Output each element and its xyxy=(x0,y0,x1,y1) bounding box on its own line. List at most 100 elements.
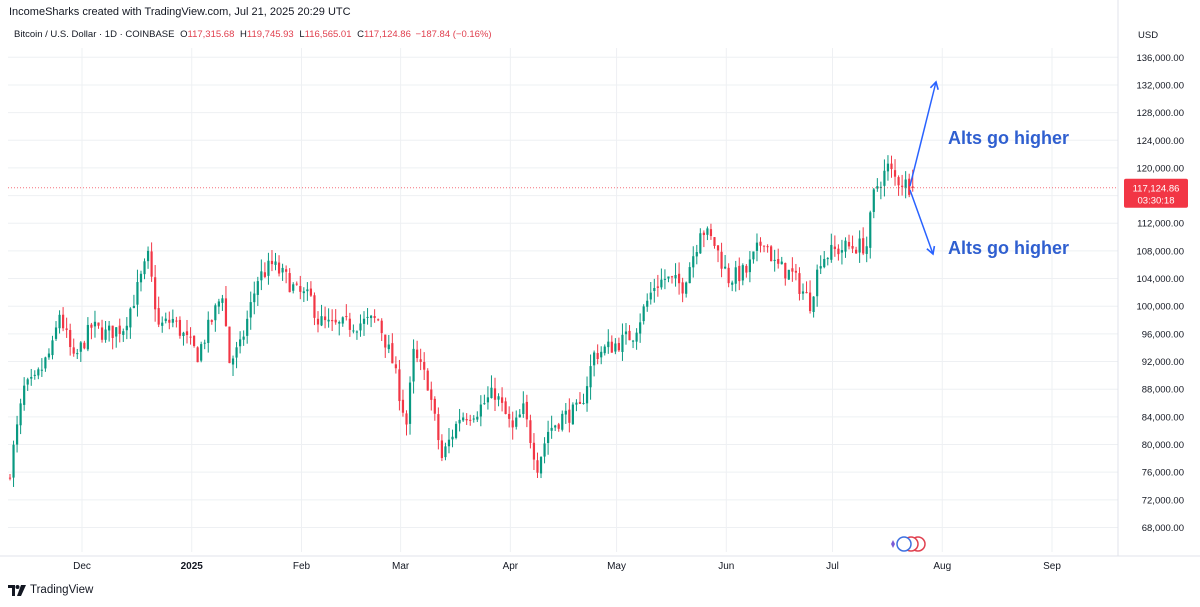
candle-body xyxy=(433,398,436,414)
countdown-label: 03:30:18 xyxy=(1138,195,1175,206)
candle-body xyxy=(90,324,93,328)
candle-body xyxy=(19,403,22,426)
annotations[interactable]: Alts go higher Alts go higher xyxy=(909,80,1069,258)
close-label: C xyxy=(357,29,365,40)
candle-body xyxy=(292,284,295,291)
candle-body xyxy=(295,283,298,285)
candle-body xyxy=(833,246,836,250)
candle-body xyxy=(224,298,228,326)
candle-body xyxy=(805,291,808,294)
candle-body xyxy=(469,419,472,421)
candle-body xyxy=(738,265,741,282)
candle-body xyxy=(72,347,75,354)
candle-body xyxy=(582,403,585,405)
candle-body xyxy=(596,353,599,360)
upper-annotation-text[interactable]: Alts go higher xyxy=(948,128,1069,148)
candle-body xyxy=(539,457,543,474)
candle-body xyxy=(228,326,231,364)
candle-body xyxy=(274,261,277,265)
candle-body xyxy=(214,305,217,321)
candle-body xyxy=(893,170,897,177)
candle-body xyxy=(454,423,458,438)
candle-body xyxy=(869,212,872,248)
candle-body xyxy=(338,322,341,324)
candle-body xyxy=(621,334,624,352)
candle-body xyxy=(217,301,220,307)
arrow-up-line[interactable] xyxy=(909,80,939,187)
candle-body xyxy=(51,340,54,356)
candle-body xyxy=(837,248,840,255)
candle-body xyxy=(770,246,773,262)
candle-body xyxy=(394,364,397,369)
candle-body xyxy=(674,275,677,279)
candle-body xyxy=(171,318,174,323)
candle-body xyxy=(823,258,826,268)
candle-body xyxy=(847,241,851,247)
price-tick-label: 100,000.00 xyxy=(1136,302,1184,313)
candle-body xyxy=(323,316,327,321)
candle-body xyxy=(143,261,146,275)
tradingview-brand: TradingView xyxy=(30,584,94,596)
candle-body xyxy=(203,342,206,344)
candle-body xyxy=(437,414,440,441)
candle-body xyxy=(47,353,51,358)
symbol-name[interactable]: Bitcoin / U.S. Dollar · 1D · COINBASE xyxy=(14,29,175,40)
candles xyxy=(8,155,914,487)
candle-body xyxy=(108,325,111,331)
candle-body xyxy=(65,328,68,331)
candle-body xyxy=(830,244,833,260)
candle-body xyxy=(766,246,769,248)
candle-body xyxy=(543,443,546,457)
last-price-badge[interactable] xyxy=(1124,178,1188,208)
candle-body xyxy=(639,322,642,334)
price-axis[interactable]: 68,000.00 72,000.00 76,000.00 80,000.00 84,0… xyxy=(1136,53,1184,534)
candle-body xyxy=(607,341,610,348)
event-flag-icon[interactable] xyxy=(896,536,912,552)
candle-body xyxy=(210,320,213,322)
symbol-legend: Bitcoin / U.S. Dollar · 1D · COINBASE O1… xyxy=(14,29,494,40)
candle-body xyxy=(508,413,511,419)
event-sparkle-icon[interactable] xyxy=(891,540,895,548)
candle-body xyxy=(685,282,688,294)
lower-annotation-text[interactable]: Alts go higher xyxy=(948,238,1069,258)
tradingview-footer[interactable]: TradingView xyxy=(8,584,93,596)
candle-body xyxy=(600,351,603,358)
candle-body xyxy=(692,256,695,268)
candle-body xyxy=(515,417,518,427)
candle-body xyxy=(260,271,263,281)
time-axis[interactable]: Dec 2025 Feb Mar Apr May Jun Jul Aug Sep xyxy=(73,561,1061,572)
candle-body xyxy=(327,319,330,322)
time-tick-label: Jun xyxy=(718,561,734,572)
arrow-down-line[interactable] xyxy=(909,189,936,256)
candle-body xyxy=(483,403,486,405)
tradingview-logo-icon xyxy=(8,584,26,596)
price-tick-label: 84,000.00 xyxy=(1142,412,1184,423)
candle-body xyxy=(419,359,422,362)
candle-body xyxy=(759,241,762,246)
candle-body xyxy=(221,298,224,303)
candle-body xyxy=(589,366,592,388)
candle-body xyxy=(741,265,744,281)
candle-body xyxy=(40,369,43,371)
price-tick-label: 72,000.00 xyxy=(1142,495,1184,506)
change-value: −187.84 (−0.16%) xyxy=(415,29,492,40)
candle-body xyxy=(69,329,72,348)
candle-body xyxy=(423,362,426,370)
candle-body xyxy=(444,446,447,458)
price-tick-label: 108,000.00 xyxy=(1136,246,1184,257)
candle-body xyxy=(518,414,521,418)
economic-events[interactable] xyxy=(891,536,926,552)
open-label: O xyxy=(180,29,188,40)
candle-body xyxy=(100,327,104,340)
candle-body xyxy=(139,273,143,283)
candle-body xyxy=(8,477,12,479)
candle-body xyxy=(642,306,645,322)
candle-body xyxy=(37,369,40,376)
candle-body xyxy=(479,404,482,417)
candle-body xyxy=(603,346,606,354)
candle-body xyxy=(635,332,638,342)
candle-body xyxy=(369,315,373,319)
candle-body xyxy=(58,314,61,329)
candle-body xyxy=(550,427,553,431)
